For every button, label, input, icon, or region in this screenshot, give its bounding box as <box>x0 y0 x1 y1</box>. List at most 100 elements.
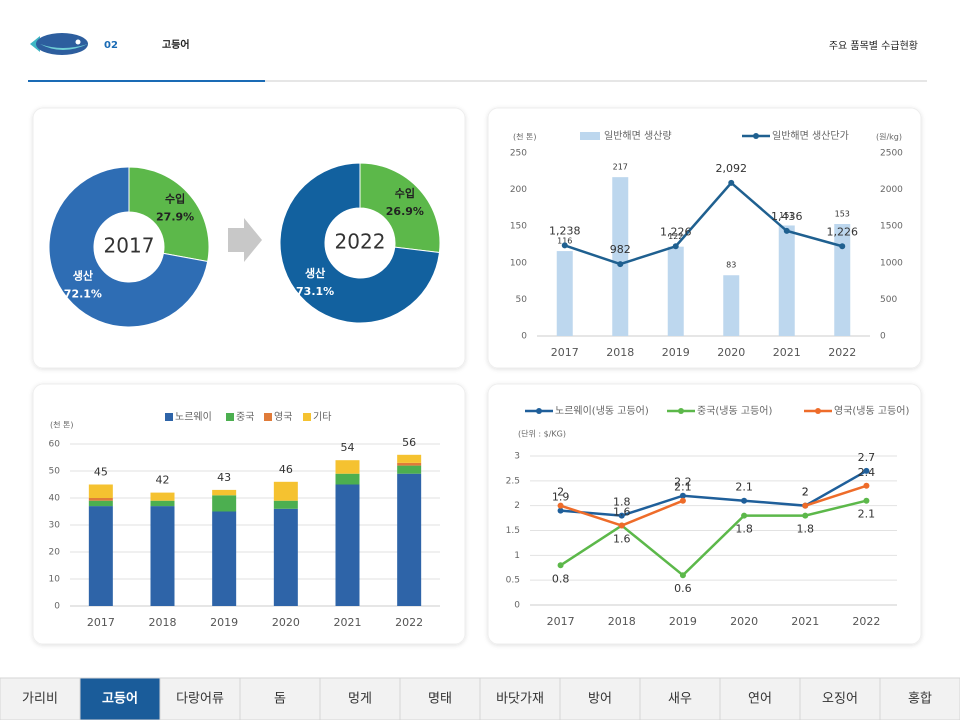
line-point <box>557 502 564 509</box>
data-label: 2 <box>802 486 809 499</box>
arrow <box>228 218 262 262</box>
y-tick-label: 1.5 <box>506 526 520 536</box>
data-label: 2.2 <box>674 476 692 489</box>
line-point <box>561 242 568 249</box>
data-label: 217 <box>613 163 628 172</box>
nav-tab[interactable] <box>159 677 241 720</box>
nav-label[interactable]: 다랑어류 <box>176 692 224 707</box>
data-label: 1.8 <box>735 523 753 536</box>
data-label: 2.1 <box>674 481 692 494</box>
line-point <box>783 227 790 234</box>
y-tick-label: 0.5 <box>506 576 520 586</box>
bar-segment <box>88 484 113 498</box>
x-tick-label: 2022 <box>828 346 856 359</box>
x-tick-label: 2019 <box>669 615 697 628</box>
segment-label: 생산 <box>305 266 325 280</box>
nav-label[interactable]: 명태 <box>428 692 452 707</box>
segment-value: 73.1% <box>296 285 334 298</box>
y2-tick-label: 1500 <box>880 222 903 232</box>
line-point <box>728 179 735 186</box>
legend-label: 노르웨이(냉동 고등어) <box>555 405 649 417</box>
y-tick-label: 1 <box>514 551 520 561</box>
legend-swatch <box>226 413 234 421</box>
nav-label[interactable]: 연어 <box>748 692 772 707</box>
data-label: 2 <box>557 486 564 499</box>
nav-tab[interactable] <box>239 677 321 720</box>
nav-label[interactable]: 방어 <box>588 692 612 707</box>
center-label: 2017 <box>104 234 155 258</box>
bar <box>612 177 629 336</box>
nav-label[interactable]: 가리비 <box>22 692 58 707</box>
nav-tab[interactable] <box>0 677 81 720</box>
segment-value: 26.9% <box>386 205 424 218</box>
y-tick-label: 40 <box>49 494 61 504</box>
bar-segment <box>88 498 113 501</box>
bar <box>723 275 740 336</box>
x-tick-label: 2017 <box>87 616 115 629</box>
legend-dot <box>815 408 821 414</box>
nav-label[interactable]: 오징어 <box>822 692 858 707</box>
y-tick-label: 200 <box>510 185 527 195</box>
nav-label[interactable]: 새우 <box>668 692 692 707</box>
legend-label: 영국(냉동 고등어) <box>834 405 909 417</box>
header-subtitle: 주요 품목별 수급현황 <box>829 40 918 52</box>
line-point <box>802 502 809 509</box>
legend-swatch <box>303 413 311 421</box>
line-point <box>679 572 686 579</box>
legend-label: 일반해면 생산량 <box>604 129 672 142</box>
line-point <box>617 261 624 268</box>
x-tick-label: 2018 <box>606 346 634 359</box>
total-label: 45 <box>94 466 108 479</box>
nav-tab[interactable] <box>399 677 481 720</box>
x-tick-label: 2022 <box>395 616 423 629</box>
nav-tab[interactable] <box>879 677 960 720</box>
nav-label[interactable]: 멍게 <box>348 692 372 707</box>
bar <box>556 251 573 336</box>
bar-segment <box>335 473 360 485</box>
line-point <box>802 512 809 519</box>
segment-label: 수입 <box>165 193 185 206</box>
y-tick-label: 150 <box>510 222 527 232</box>
data-label: 1,436 <box>771 210 803 223</box>
panel <box>487 107 922 369</box>
bar-segment <box>335 484 360 606</box>
legend-label: 중국 <box>236 411 254 423</box>
y-unit: (단위 : $/KG) <box>518 429 566 439</box>
nav-tab[interactable] <box>319 677 401 720</box>
legend-swatch <box>165 413 173 421</box>
nav-label[interactable]: 바닷가재 <box>496 692 544 707</box>
nav-label[interactable]: 고등어 <box>102 691 138 707</box>
x-tick-label: 2021 <box>773 346 801 359</box>
bar-segment <box>88 500 113 507</box>
x-tick-label: 2021 <box>334 616 362 629</box>
data-label: 151 <box>779 211 794 220</box>
line-point <box>863 467 870 474</box>
x-tick-label: 2017 <box>551 346 579 359</box>
line-point <box>672 243 679 250</box>
y2-unit: (원/kg) <box>876 133 902 142</box>
x-tick-label: 2017 <box>547 615 575 628</box>
panel <box>487 383 922 645</box>
nav-label[interactable]: 홍합 <box>908 692 932 707</box>
y-unit: (천 톤) <box>50 420 74 430</box>
legend-dot <box>536 408 542 414</box>
nav-tab[interactable] <box>559 677 641 720</box>
total-label: 46 <box>279 463 293 476</box>
legend-label: 노르웨이 <box>175 411 212 423</box>
line-point <box>741 512 748 519</box>
data-label: 116 <box>557 237 572 246</box>
line-point <box>618 512 625 519</box>
legend-label: 일반해면 생산단가 <box>772 129 849 142</box>
y-tick-label: 20 <box>49 548 61 558</box>
x-tick-label: 2019 <box>210 616 238 629</box>
data-label: 1.6 <box>613 533 631 546</box>
legend-label: 영국 <box>274 411 292 423</box>
data-label: 1,238 <box>549 224 581 237</box>
bar-segment <box>273 508 298 606</box>
nav-tab[interactable] <box>479 677 561 720</box>
nav-label[interactable]: 돔 <box>274 692 286 707</box>
x-tick-label: 2020 <box>272 616 300 629</box>
y-tick-label: 0 <box>521 332 527 342</box>
center-label: 2022 <box>335 230 386 254</box>
